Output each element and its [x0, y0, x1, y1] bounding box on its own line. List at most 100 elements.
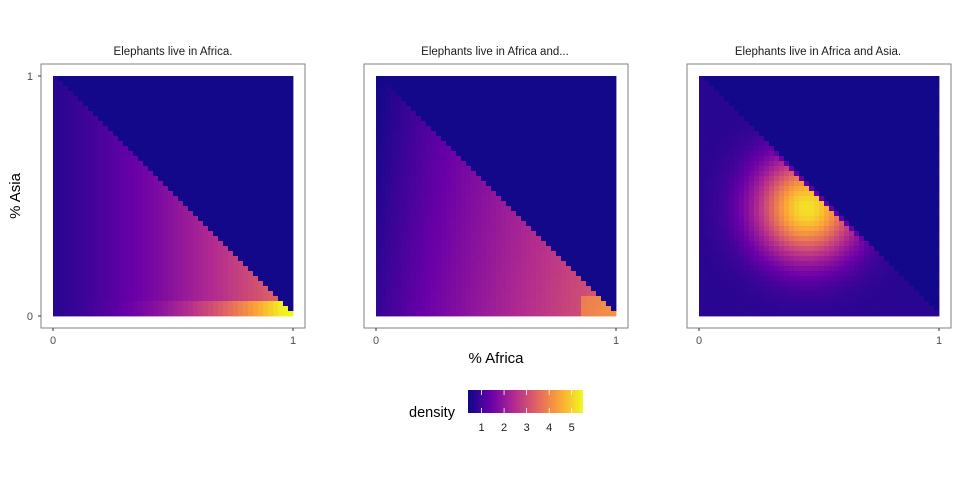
heatmap-cell	[719, 281, 725, 287]
heatmap-cell	[436, 296, 442, 302]
heatmap-cell	[531, 221, 537, 227]
heatmap-cell	[78, 266, 84, 272]
heatmap-cell	[606, 271, 612, 277]
heatmap-cell	[506, 276, 512, 282]
heatmap-cell	[411, 191, 417, 197]
heatmap-cell	[208, 176, 214, 182]
heatmap-cell	[546, 286, 552, 292]
heatmap-cell	[461, 246, 467, 252]
heatmap-cell	[381, 211, 387, 217]
heatmap-cell	[596, 226, 602, 232]
heatmap-cell	[606, 111, 612, 117]
heatmap-cell	[198, 236, 204, 242]
heatmap-cell	[506, 291, 512, 297]
heatmap-cell	[606, 226, 612, 232]
heatmap-cell	[288, 206, 294, 212]
heatmap-cell	[173, 161, 179, 167]
heatmap-cell	[436, 136, 442, 142]
heatmap-cell	[283, 246, 289, 252]
heatmap-cell	[709, 81, 715, 87]
heatmap-cell	[58, 111, 64, 117]
heatmap-cell	[98, 96, 104, 102]
heatmap-cell	[193, 296, 199, 302]
heatmap-cell	[93, 241, 99, 247]
heatmap-cell	[571, 271, 577, 277]
heatmap-cell	[431, 126, 437, 132]
heatmap-cell	[273, 176, 279, 182]
heatmap-cell	[178, 181, 184, 187]
heatmap-cell	[506, 191, 512, 197]
heatmap-cell	[426, 271, 432, 277]
heatmap-cell	[516, 91, 522, 97]
heatmap-cell	[586, 81, 592, 87]
heatmap-cell	[278, 276, 284, 282]
heatmap-cell	[173, 286, 179, 292]
heatmap-cell	[243, 231, 249, 237]
heatmap-cell	[103, 201, 109, 207]
heatmap-cell	[591, 161, 597, 167]
heatmap-cell	[561, 306, 567, 312]
heatmap-cell	[188, 146, 194, 152]
heatmap-cell	[243, 271, 249, 277]
heatmap-cell	[78, 201, 84, 207]
heatmap-cell	[401, 76, 407, 82]
heatmap-cell	[486, 76, 492, 82]
heatmap-cell	[586, 141, 592, 147]
heatmap-cell	[426, 161, 432, 167]
heatmap-cell	[526, 236, 532, 242]
heatmap-cell	[198, 306, 204, 312]
heatmap-cell	[288, 126, 294, 132]
heatmap-cell	[193, 281, 199, 287]
heatmap-cell	[456, 191, 462, 197]
heatmap-cell	[386, 296, 392, 302]
heatmap-cell	[561, 251, 567, 257]
heatmap-cell	[288, 296, 294, 302]
heatmap-cell	[401, 106, 407, 112]
heatmap-cell	[699, 156, 705, 162]
heatmap-cell	[183, 76, 189, 82]
heatmap-cell	[203, 191, 209, 197]
heatmap-cell	[168, 286, 174, 292]
heatmap-cell	[436, 231, 442, 237]
heatmap-cell	[699, 106, 705, 112]
heatmap-cell	[138, 146, 144, 152]
heatmap-cell	[203, 86, 209, 92]
heatmap-cell	[526, 81, 532, 87]
heatmap-cell	[386, 131, 392, 137]
heatmap-cell	[263, 291, 269, 297]
heatmap-cell	[566, 211, 572, 217]
heatmap-cell	[561, 296, 567, 302]
heatmap-cell	[576, 226, 582, 232]
heatmap-cell	[83, 126, 89, 132]
heatmap-cell	[248, 266, 254, 272]
heatmap-cell	[586, 76, 592, 82]
heatmap-cell	[441, 221, 447, 227]
heatmap-cell	[58, 236, 64, 242]
heatmap-cell	[128, 166, 134, 172]
heatmap-cell	[536, 136, 542, 142]
heatmap-cell	[724, 221, 730, 227]
heatmap-cell	[511, 126, 517, 132]
heatmap-cell	[546, 141, 552, 147]
heatmap-cell	[451, 81, 457, 87]
heatmap-cell	[441, 116, 447, 122]
heatmap-cell	[138, 156, 144, 162]
heatmap-cell	[138, 101, 144, 107]
heatmap-cell	[541, 96, 547, 102]
heatmap-cell	[516, 156, 522, 162]
heatmap-cell	[526, 106, 532, 112]
heatmap-cell	[704, 171, 710, 177]
heatmap-cell	[68, 271, 74, 277]
heatmap-cell	[93, 281, 99, 287]
heatmap-cell	[411, 301, 417, 307]
heatmap-cell	[103, 206, 109, 212]
heatmap-cell	[566, 186, 572, 192]
heatmap-cell	[238, 181, 244, 187]
heatmap-cell	[571, 251, 577, 257]
heatmap-cell	[441, 161, 447, 167]
heatmap-cell	[168, 91, 174, 97]
heatmap-cell	[238, 111, 244, 117]
heatmap-cell	[386, 156, 392, 162]
heatmap-cell	[173, 311, 179, 317]
heatmap-cell	[586, 116, 592, 122]
